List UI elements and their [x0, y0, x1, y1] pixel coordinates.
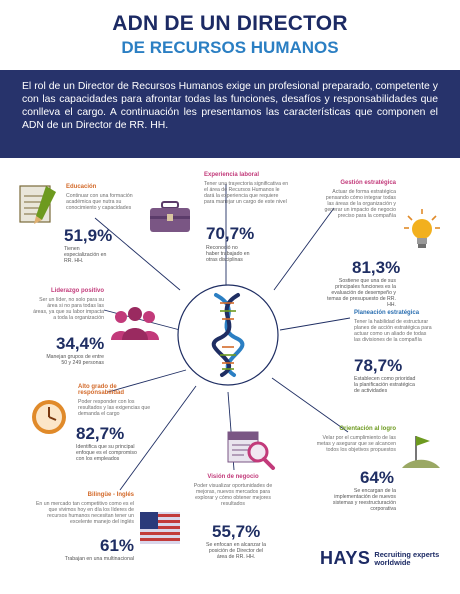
vision-percent: 55,7%: [212, 522, 261, 541]
hays-logo: HAYS Recruiting experts worldwide: [320, 548, 439, 569]
vision-caption: Se enfocan en alcanzar la posición de Di…: [206, 542, 266, 561]
gestion-heading: Gestión estratégica: [340, 180, 396, 186]
clock-icon: [32, 400, 66, 434]
responsabilidad-caption: Identifica que su principal enfoque es e…: [76, 444, 137, 463]
responsabilidad-heading: Alto grado de responsabilidad: [78, 384, 125, 397]
logro-caption: Se encargan de la implementación de nuev…: [332, 488, 396, 513]
bilingue-percent: 61%: [100, 536, 135, 555]
dna-helix-icon: [177, 284, 279, 386]
logro-percent: 64%: [360, 468, 395, 487]
notepad-pencil-icon: [19, 185, 56, 224]
title-line-1: ADN DE UN DIRECTOR: [112, 12, 348, 35]
experiencia-body: Tener una trayectoria significativa en e…: [204, 181, 289, 206]
section-responsabilidad: Alto grado de responsabilidad Poder resp…: [78, 384, 156, 417]
planeacion-body: Tener la habilidad de estructurar planes…: [354, 319, 432, 344]
vision-body: Poder visualizar oportunidades de mejora…: [193, 483, 273, 508]
gestion-caption: Sostiene que una de sus principales func…: [327, 278, 396, 309]
brand-name: HAYS: [320, 548, 371, 568]
planeacion-caption: Establecen como prioridad la planificaci…: [354, 376, 416, 395]
section-vision: Visión de negocio Poder visualizar oport…: [190, 474, 276, 507]
educacion-caption: Tienen especialización en RR. HH.: [64, 246, 107, 265]
brand-tagline: Recruiting experts worldwide: [374, 549, 440, 567]
bilingue-caption: Trabajan en una multinacional: [64, 556, 134, 562]
gestion-body: Actuar de forma estratégica pensando cóm…: [324, 189, 396, 220]
flag-on-hill-icon: [402, 436, 440, 468]
experiencia-percent: 70,7%: [206, 224, 255, 243]
people-group-icon: [111, 307, 159, 340]
tagline-line-2: worldwide: [374, 557, 411, 567]
liderazgo-heading: Liderazgo positivo: [50, 288, 104, 294]
logro-body: Velar por el cumplimiento de las metas y…: [316, 435, 396, 454]
section-educacion: Educación Continuar con una formación ac…: [66, 184, 138, 211]
intro-banner: El rol de un Director de Recursos Humano…: [0, 70, 460, 158]
liderazgo-body: Ser un líder, no solo para su área si no…: [33, 297, 104, 322]
planeacion-percent: 78,7%: [354, 356, 403, 375]
lightbulb-icon: [404, 209, 440, 248]
educacion-body: Continuar con una formación académica qu…: [66, 193, 133, 212]
section-planeacion: Planeación estratégica Tener la habilida…: [354, 310, 434, 343]
bilingue-body: En un mercado tan competitivo como es el…: [35, 501, 134, 526]
bilingue-heading: Bilingüe - Inglés: [87, 492, 134, 498]
vision-heading: Visión de negocio: [207, 474, 259, 480]
logro-heading: Orientación al logro: [339, 426, 396, 432]
responsabilidad-body: Poder responder con los resultados y las…: [78, 399, 151, 418]
section-liderazgo: Liderazgo positivo Ser un líder, no solo…: [32, 288, 104, 321]
liderazgo-percent: 34,4%: [56, 334, 105, 353]
section-logro: Orientación al logro Velar por el cumpli…: [314, 426, 396, 453]
experiencia-heading: Experiencia laboral: [204, 172, 260, 178]
title-line-2: DE RECURSOS HUMANOS: [121, 38, 339, 57]
planeacion-heading: Planeación estratégica: [354, 310, 420, 316]
news-magnifier-icon: [227, 431, 275, 470]
experiencia-caption: Reconoció no haber trabajado en otras di…: [206, 245, 250, 264]
liderazgo-caption: Manejan grupos de entre 50 y 249 persona…: [46, 354, 104, 367]
educacion-percent: 51,9%: [64, 226, 113, 245]
section-experiencia: Experiencia laboral Tener una trayectori…: [204, 172, 290, 205]
tagline-line-1: Recruiting experts: [374, 549, 440, 559]
section-bilingue: Bilingüe - Inglés En un mercado tan comp…: [32, 492, 134, 525]
educacion-heading: Educación: [66, 184, 97, 190]
us-flag-icon: [140, 512, 180, 544]
responsabilidad-percent: 82,7%: [76, 424, 125, 443]
briefcase-icon: [150, 201, 190, 232]
gestion-percent: 81,3%: [352, 258, 401, 277]
section-gestion: Gestión estratégica Actuar de forma estr…: [322, 180, 396, 220]
